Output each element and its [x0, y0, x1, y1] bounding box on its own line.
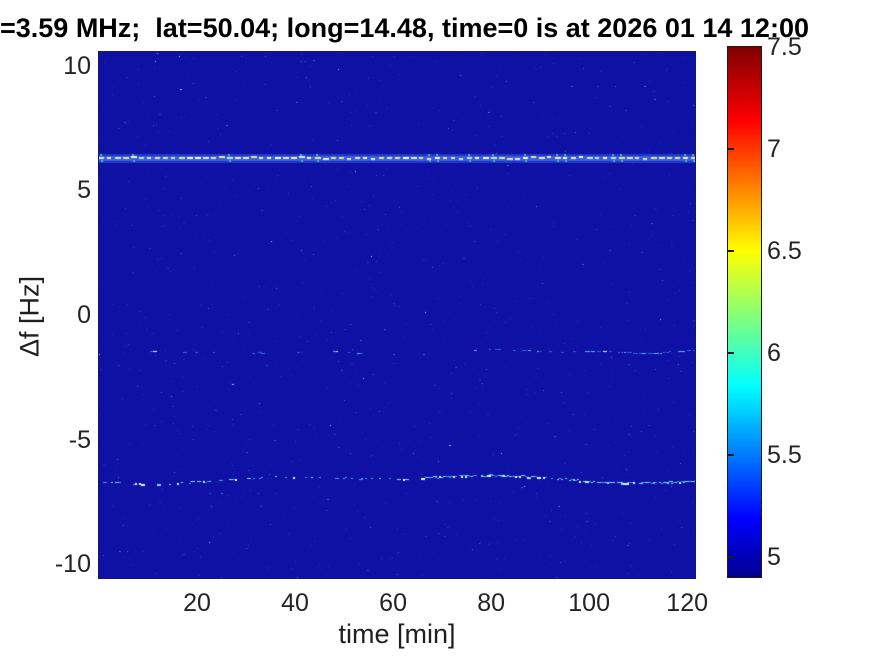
colorbar	[727, 46, 762, 578]
x-tick-label: 40	[281, 589, 309, 617]
x-tick-label: 20	[183, 589, 211, 617]
spectrogram-canvas	[99, 52, 695, 578]
colorbar-tick-label: 7.5	[767, 33, 802, 61]
colorbar-tick-label: 5.5	[767, 440, 802, 469]
colorbar-tick-label: 6	[767, 338, 781, 367]
figure-title: =3.59 MHz; lat=50.04; long=14.48, time=0…	[0, 13, 809, 43]
x-tick-label: 120	[666, 589, 709, 617]
colorbar-tick-label: 6.5	[767, 236, 802, 265]
plot-area	[98, 51, 696, 579]
y-tick-label: -5	[68, 425, 91, 454]
colorbar-tick-label: 7	[767, 134, 781, 163]
x-tick-label: 60	[379, 589, 407, 617]
x-tick-label: 80	[477, 589, 505, 617]
y-tick-label: 5	[77, 176, 91, 205]
colorbar-tick-mark	[728, 453, 734, 456]
colorbar-tick-mark	[728, 249, 734, 252]
colorbar-gradient	[728, 47, 761, 577]
colorbar-tick-mark	[728, 351, 734, 354]
colorbar-tick-mark	[728, 555, 734, 558]
colorbar-tick-label: 5	[767, 542, 781, 571]
y-tick-label: 0	[77, 301, 91, 329]
y-tick-label: -10	[54, 550, 91, 579]
y-tick-label: 10	[63, 51, 91, 80]
x-axis-label: time [min]	[338, 619, 456, 649]
x-tick-label: 100	[568, 589, 610, 617]
colorbar-tick-mark	[728, 147, 734, 150]
